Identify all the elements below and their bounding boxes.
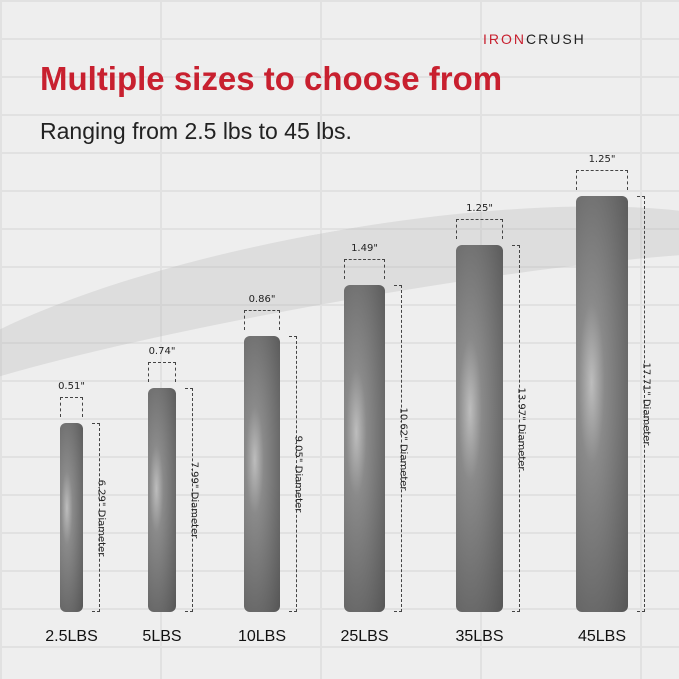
weight-plate <box>244 336 280 612</box>
diameter-label: 7.99" Diameter <box>188 461 200 539</box>
thickness-dimension-line <box>148 362 176 382</box>
diameter-label: 9.05" Diameter <box>292 435 304 513</box>
headline: Multiple sizes to choose from <box>40 60 503 97</box>
weight-plate <box>148 388 176 612</box>
weight-label: 45LBS <box>577 628 627 645</box>
thickness-dimension-line <box>576 170 628 190</box>
weight-plate <box>344 285 385 612</box>
logo-crush: CRUSH <box>526 31 586 47</box>
thickness-dimension-line <box>60 397 83 417</box>
diameter-label: 6.29" Diameter <box>95 479 107 556</box>
thickness-label: 1.25" <box>466 203 493 214</box>
brand-logo: IRONCRUSH <box>483 31 586 47</box>
weight-label: 25LBS <box>340 628 389 645</box>
weight-label: 10LBS <box>237 628 287 645</box>
diameter-label: 17.71" Diameter <box>640 362 652 446</box>
diameter-label: 10.62" Diameter <box>397 406 409 491</box>
thickness-dimension-line <box>244 310 280 330</box>
thickness-label: 1.25" <box>588 154 616 165</box>
weight-plate <box>576 196 628 612</box>
subheadline: Ranging from 2.5 lbs to 45 lbs. <box>40 118 352 144</box>
thickness-label: 1.49" <box>351 243 378 254</box>
weight-plate <box>456 245 503 612</box>
weight-label: 5LBS <box>142 628 182 645</box>
thickness-label: 0.51" <box>58 381 85 392</box>
thickness-label: 0.74" <box>148 346 176 357</box>
thickness-dimension-line <box>456 219 503 239</box>
weight-label: 35LBS <box>455 628 504 645</box>
logo-iron: IRON <box>483 31 526 47</box>
thickness-dimension-line <box>344 259 385 279</box>
diameter-label: 13.97" Diameter <box>515 386 527 471</box>
thickness-label: 0.86" <box>248 294 276 305</box>
weight-plate <box>60 423 83 612</box>
weight-label: 2.5LBS <box>45 628 98 645</box>
